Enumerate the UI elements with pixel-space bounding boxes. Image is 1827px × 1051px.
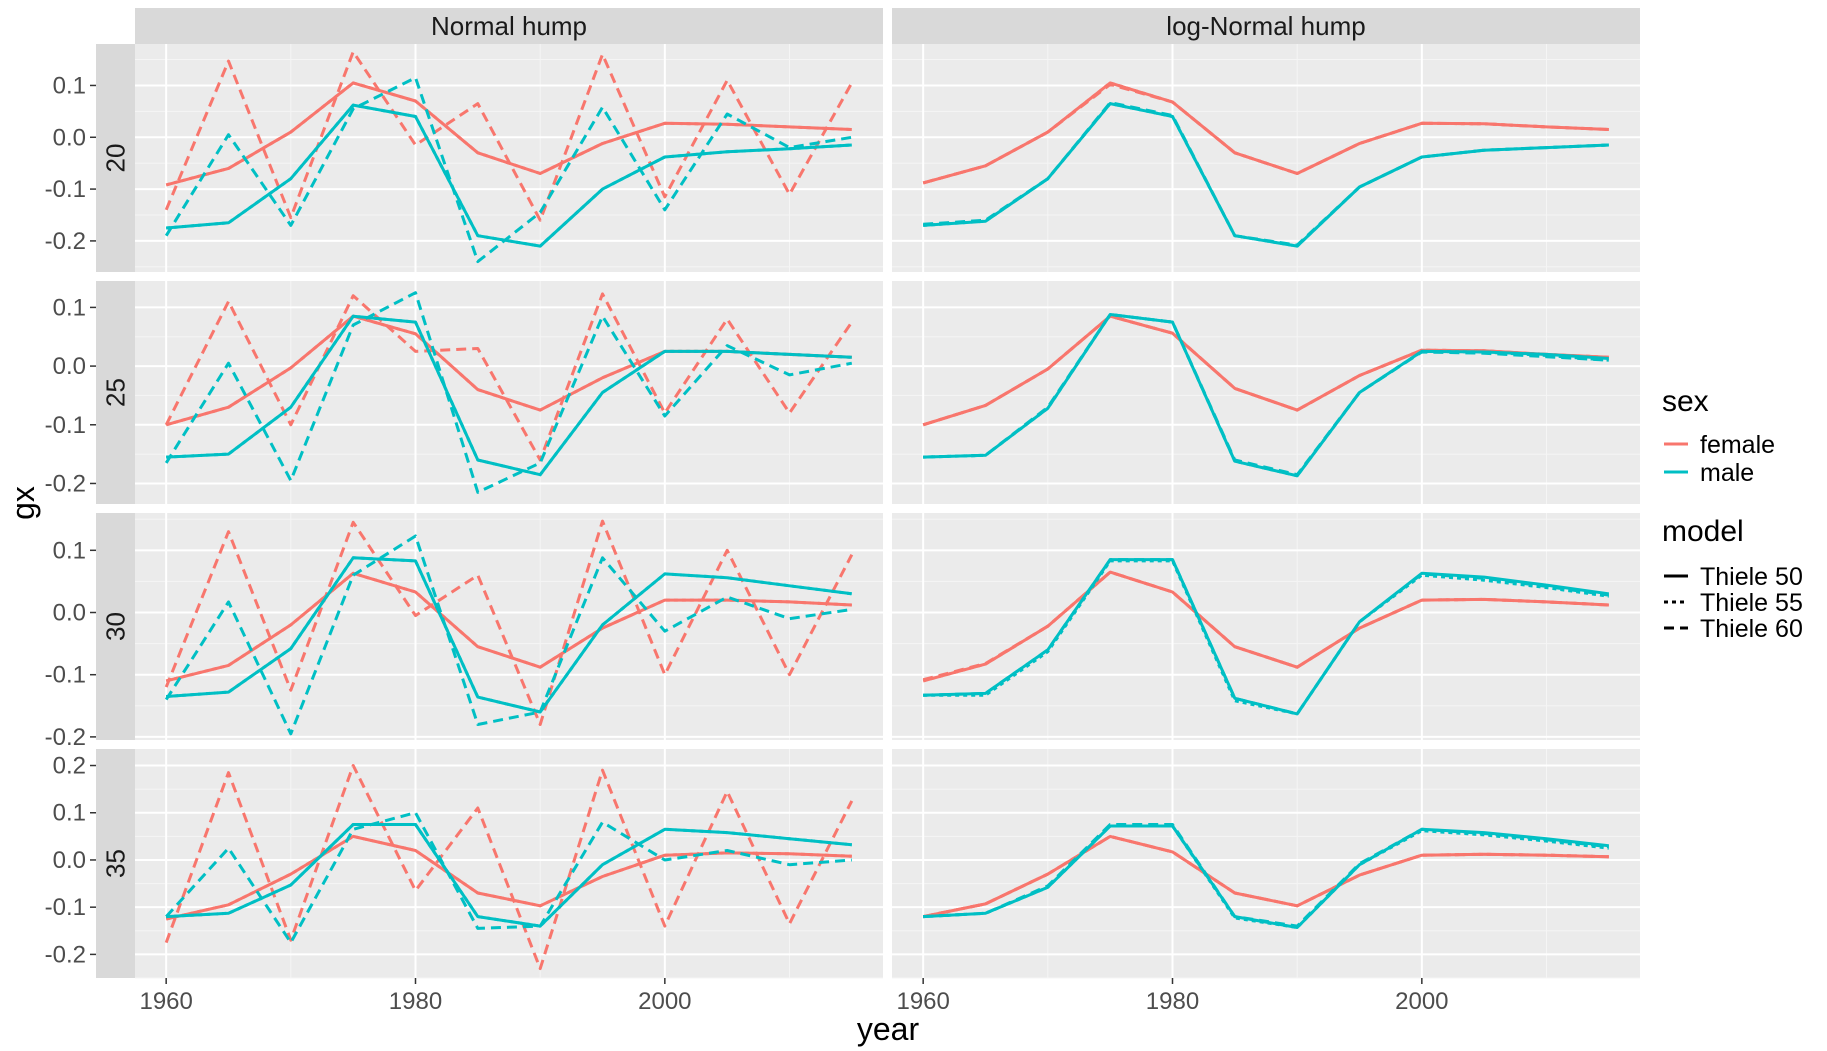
row-strip-label-2: 30: [101, 612, 131, 641]
y-tick-label-1-3: -0.2: [45, 470, 86, 497]
row-strip-1: [96, 281, 135, 504]
panel-1-1: [892, 281, 1640, 504]
series-line-male-thiele-60: [164, 534, 853, 736]
col-strip-0: [135, 8, 883, 44]
series-line-male-thiele-55: [166, 314, 852, 477]
series-line-male-thiele-60: [164, 76, 853, 264]
panel-bg-3-1: [892, 749, 1640, 978]
row-strip-label-3: 35: [101, 849, 131, 878]
panel-bg-0-1: [892, 44, 1640, 272]
series-line-male-thiele-60: [923, 101, 1609, 247]
row-strip-3: [96, 749, 135, 978]
series-line-male-thiele-55: [166, 103, 852, 248]
legend: sex female male model Thiele 50 Thiele 5…: [1662, 385, 1803, 643]
y-tick-label-3-1: 0.1: [53, 800, 86, 827]
y-tick-label-3-4: -0.2: [45, 941, 86, 968]
y-tick-label-2-3: -0.2: [45, 724, 86, 751]
panel-bg-1-1: [892, 281, 1640, 504]
series-line-female-thiele-60: [922, 834, 1609, 919]
series-line-female-thiele-60: [164, 764, 854, 971]
col-strip-1: [892, 8, 1640, 44]
panel-bg-0-0: [135, 44, 883, 272]
y-tick-label-2-0: 0.1: [53, 537, 86, 564]
y-axis-title: gx: [5, 486, 41, 520]
y-tick-label-1-2: -0.1: [45, 412, 86, 439]
legend-model-title: model: [1662, 515, 1744, 548]
series-line-female-thiele-60: [922, 82, 1609, 185]
series-line-female-thiele-55: [165, 571, 852, 683]
series-line-female-thiele-60: [164, 519, 854, 726]
series-line-male-thiele-60: [164, 291, 853, 494]
panel-3-1: [892, 749, 1640, 979]
legend-female-label: female: [1700, 431, 1775, 459]
series-line-male-thiele-60: [923, 823, 1609, 928]
y-tick-label-0-0: 0.1: [53, 72, 86, 99]
panel-2-0: [135, 513, 883, 740]
panel-2-1: [892, 513, 1640, 740]
x-tick-label-0-2: 2000: [638, 988, 691, 1015]
y-tick-label-1-1: 0.0: [53, 353, 86, 380]
x-tick-label-0-1: 1980: [389, 988, 442, 1015]
series-line-male-thiele-50: [166, 823, 852, 928]
legend-male-label: male: [1700, 459, 1754, 487]
series-line-male-thiele-60: [923, 558, 1610, 716]
series-line-female-thiele-55: [165, 314, 852, 427]
panel-3-0: [135, 749, 883, 979]
y-tick-label-0-3: -0.2: [45, 228, 86, 255]
y-tick-label-3-3: -0.1: [45, 894, 86, 921]
legend-thiele55-label: Thiele 55: [1700, 589, 1803, 617]
legend-sex-title: sex: [1662, 385, 1709, 418]
strips-layer: Normal hump log-Normal hump 20 25 30 35: [96, 8, 1640, 978]
row-strip-0: [96, 44, 135, 272]
row-strip-label-0: 20: [101, 144, 131, 173]
panel-bg-3-0: [135, 749, 883, 978]
col-strip-label-0: Normal hump: [431, 11, 587, 41]
row-strip-label-1: 25: [101, 378, 131, 407]
panel-bg-1-0: [135, 281, 883, 504]
x-tick-label-1-0: 1960: [896, 988, 949, 1015]
series-line-female-thiele-55: [165, 834, 852, 921]
panel-0-0: [135, 44, 883, 272]
series-line-female-thiele-60: [922, 570, 1609, 682]
y-tick-label-1-0: 0.1: [53, 294, 86, 321]
panel-0-1: [892, 44, 1640, 272]
x-tick-label-0-0: 1960: [139, 988, 192, 1015]
panel-1-0: [135, 281, 883, 504]
axes-layer: 0.1 0.0 -0.1 -0.2 0.1 0.0 -0.1 -0.2 0.1 0.0 -0.1 -0…: [45, 72, 1449, 1015]
series-line-female-thiele-60: [164, 50, 854, 222]
series-line-female-thiele-60: [164, 292, 854, 462]
y-tick-label-0-1: 0.0: [53, 124, 86, 151]
y-tick-label-2-1: 0.0: [53, 600, 86, 627]
x-tick-label-1-1: 1980: [1146, 988, 1199, 1015]
series-line-male-thiele-60: [923, 313, 1609, 477]
y-tick-label-0-2: -0.1: [45, 176, 86, 203]
x-tick-label-1-2: 2000: [1395, 988, 1448, 1015]
legend-thiele50-label: Thiele 50: [1700, 563, 1803, 591]
y-tick-label-3-0: 0.2: [53, 753, 86, 780]
legend-thiele60-label: Thiele 60: [1700, 615, 1803, 643]
series-line-male-thiele-60: [165, 811, 852, 945]
panels-layer: [135, 44, 1640, 979]
series-line-male-thiele-55: [166, 556, 852, 714]
y-tick-label-3-2: 0.0: [53, 847, 86, 874]
row-strip-2: [96, 513, 135, 740]
col-strip-label-1: log-Normal hump: [1166, 11, 1365, 41]
y-tick-label-2-2: -0.1: [45, 662, 86, 689]
x-axis-title: year: [857, 1011, 920, 1047]
